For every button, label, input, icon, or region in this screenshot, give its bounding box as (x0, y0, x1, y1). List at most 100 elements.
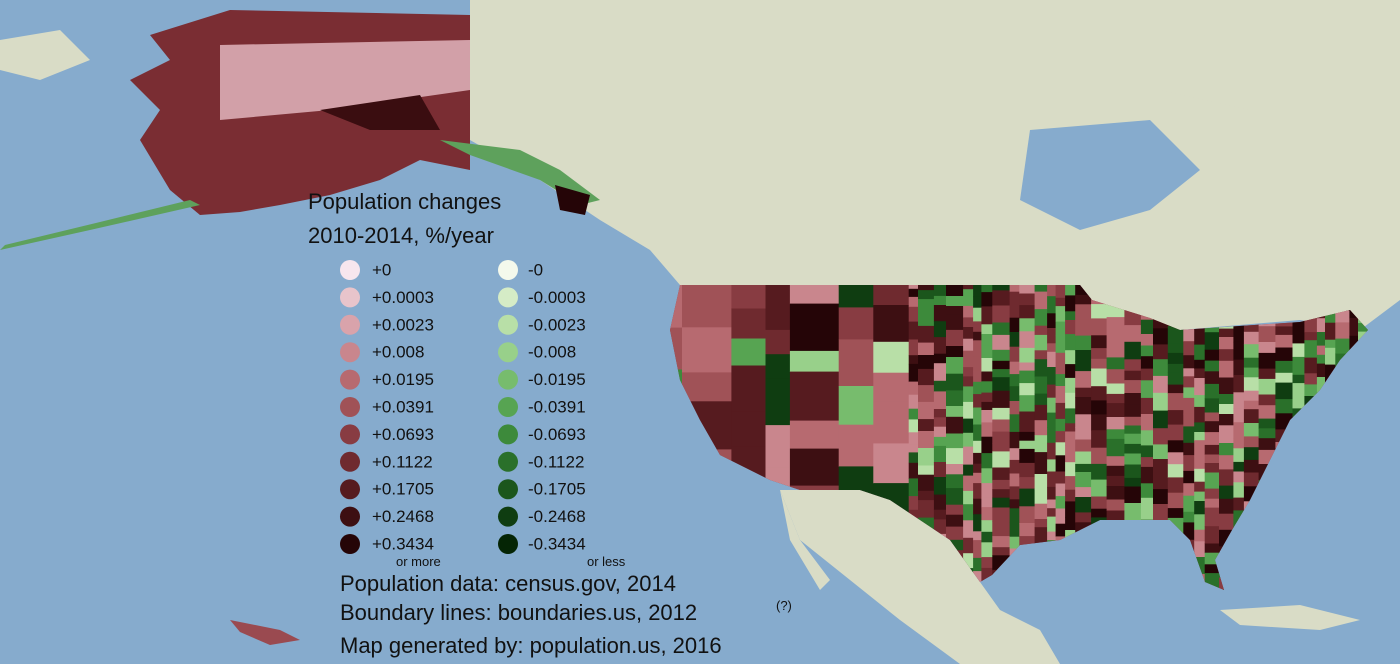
county (1065, 501, 1076, 518)
county (1194, 468, 1206, 483)
county (918, 431, 935, 449)
county (1019, 431, 1036, 442)
legend-label: -0.0003 (528, 288, 586, 307)
county (992, 290, 1011, 306)
county (992, 369, 1011, 378)
county (1034, 359, 1048, 378)
county (1167, 372, 1184, 386)
county (992, 479, 1011, 490)
county (1316, 363, 1326, 378)
county (1009, 473, 1020, 487)
county (933, 519, 947, 535)
county (1153, 328, 1169, 345)
county (1075, 463, 1092, 473)
credit: Population data: census.gov, 2014 (340, 571, 676, 596)
county (1091, 318, 1108, 336)
county (992, 390, 1011, 409)
county (963, 464, 974, 477)
county (1106, 417, 1125, 430)
county (1167, 363, 1184, 373)
county (918, 290, 935, 300)
county (1233, 461, 1245, 472)
county (1047, 343, 1056, 353)
county (1075, 414, 1092, 428)
county (1055, 431, 1066, 443)
county (963, 504, 974, 521)
county (963, 305, 974, 318)
legend-label: -0.008 (528, 343, 576, 362)
legend-swatch (340, 506, 360, 527)
county (1183, 511, 1195, 523)
county (1258, 368, 1276, 380)
county (981, 436, 993, 454)
legend-label: +0.0693 (372, 425, 434, 444)
county (1075, 387, 1092, 398)
county (838, 339, 874, 387)
county (1292, 356, 1305, 376)
county (1183, 483, 1195, 497)
county (1233, 359, 1245, 376)
county (1106, 465, 1125, 477)
county (908, 339, 919, 356)
county (1304, 332, 1318, 341)
legend-swatch (498, 424, 518, 445)
county (1019, 440, 1036, 450)
county (1204, 371, 1220, 385)
county (1019, 305, 1036, 319)
county (1219, 455, 1234, 470)
legend-swatch (340, 534, 360, 554)
county (1009, 374, 1020, 387)
county (1065, 489, 1076, 502)
county (1204, 398, 1220, 413)
county (1065, 462, 1076, 477)
county (1019, 423, 1036, 433)
county (1275, 382, 1293, 400)
county (973, 440, 982, 454)
county (1034, 527, 1048, 546)
county (908, 288, 919, 298)
county (1204, 472, 1220, 490)
county (981, 401, 993, 411)
county (1091, 508, 1108, 518)
county (1075, 335, 1092, 351)
county (981, 358, 993, 372)
county (1047, 516, 1056, 533)
aleutians (0, 200, 200, 250)
county (918, 385, 935, 403)
county (1167, 508, 1184, 519)
county (1204, 515, 1220, 527)
county (1091, 496, 1108, 510)
county (918, 448, 935, 466)
county (933, 494, 947, 511)
county (1009, 414, 1020, 433)
legend-swatch (340, 260, 360, 280)
county (963, 376, 974, 387)
legend-label: -0.1705 (528, 480, 586, 499)
county (1047, 412, 1056, 428)
county (1055, 471, 1066, 484)
county (1047, 531, 1056, 541)
county (918, 500, 935, 519)
county (1124, 325, 1142, 343)
county (1258, 418, 1276, 429)
county (981, 453, 993, 469)
county (946, 285, 964, 297)
county (1140, 345, 1154, 357)
help-link[interactable]: (?) (776, 598, 792, 613)
county (992, 360, 1011, 370)
county (908, 285, 919, 290)
county (1009, 536, 1020, 550)
county (1091, 447, 1108, 465)
county (992, 285, 1011, 291)
legend-swatch (340, 397, 360, 417)
county (1065, 517, 1076, 531)
county (1019, 395, 1036, 413)
county (1316, 354, 1326, 365)
county (992, 489, 1011, 499)
county (1019, 448, 1036, 464)
county (1140, 483, 1154, 499)
county (918, 299, 935, 314)
legend-swatch (340, 424, 360, 445)
legend-label: +0 (372, 260, 391, 279)
county (1065, 408, 1076, 424)
